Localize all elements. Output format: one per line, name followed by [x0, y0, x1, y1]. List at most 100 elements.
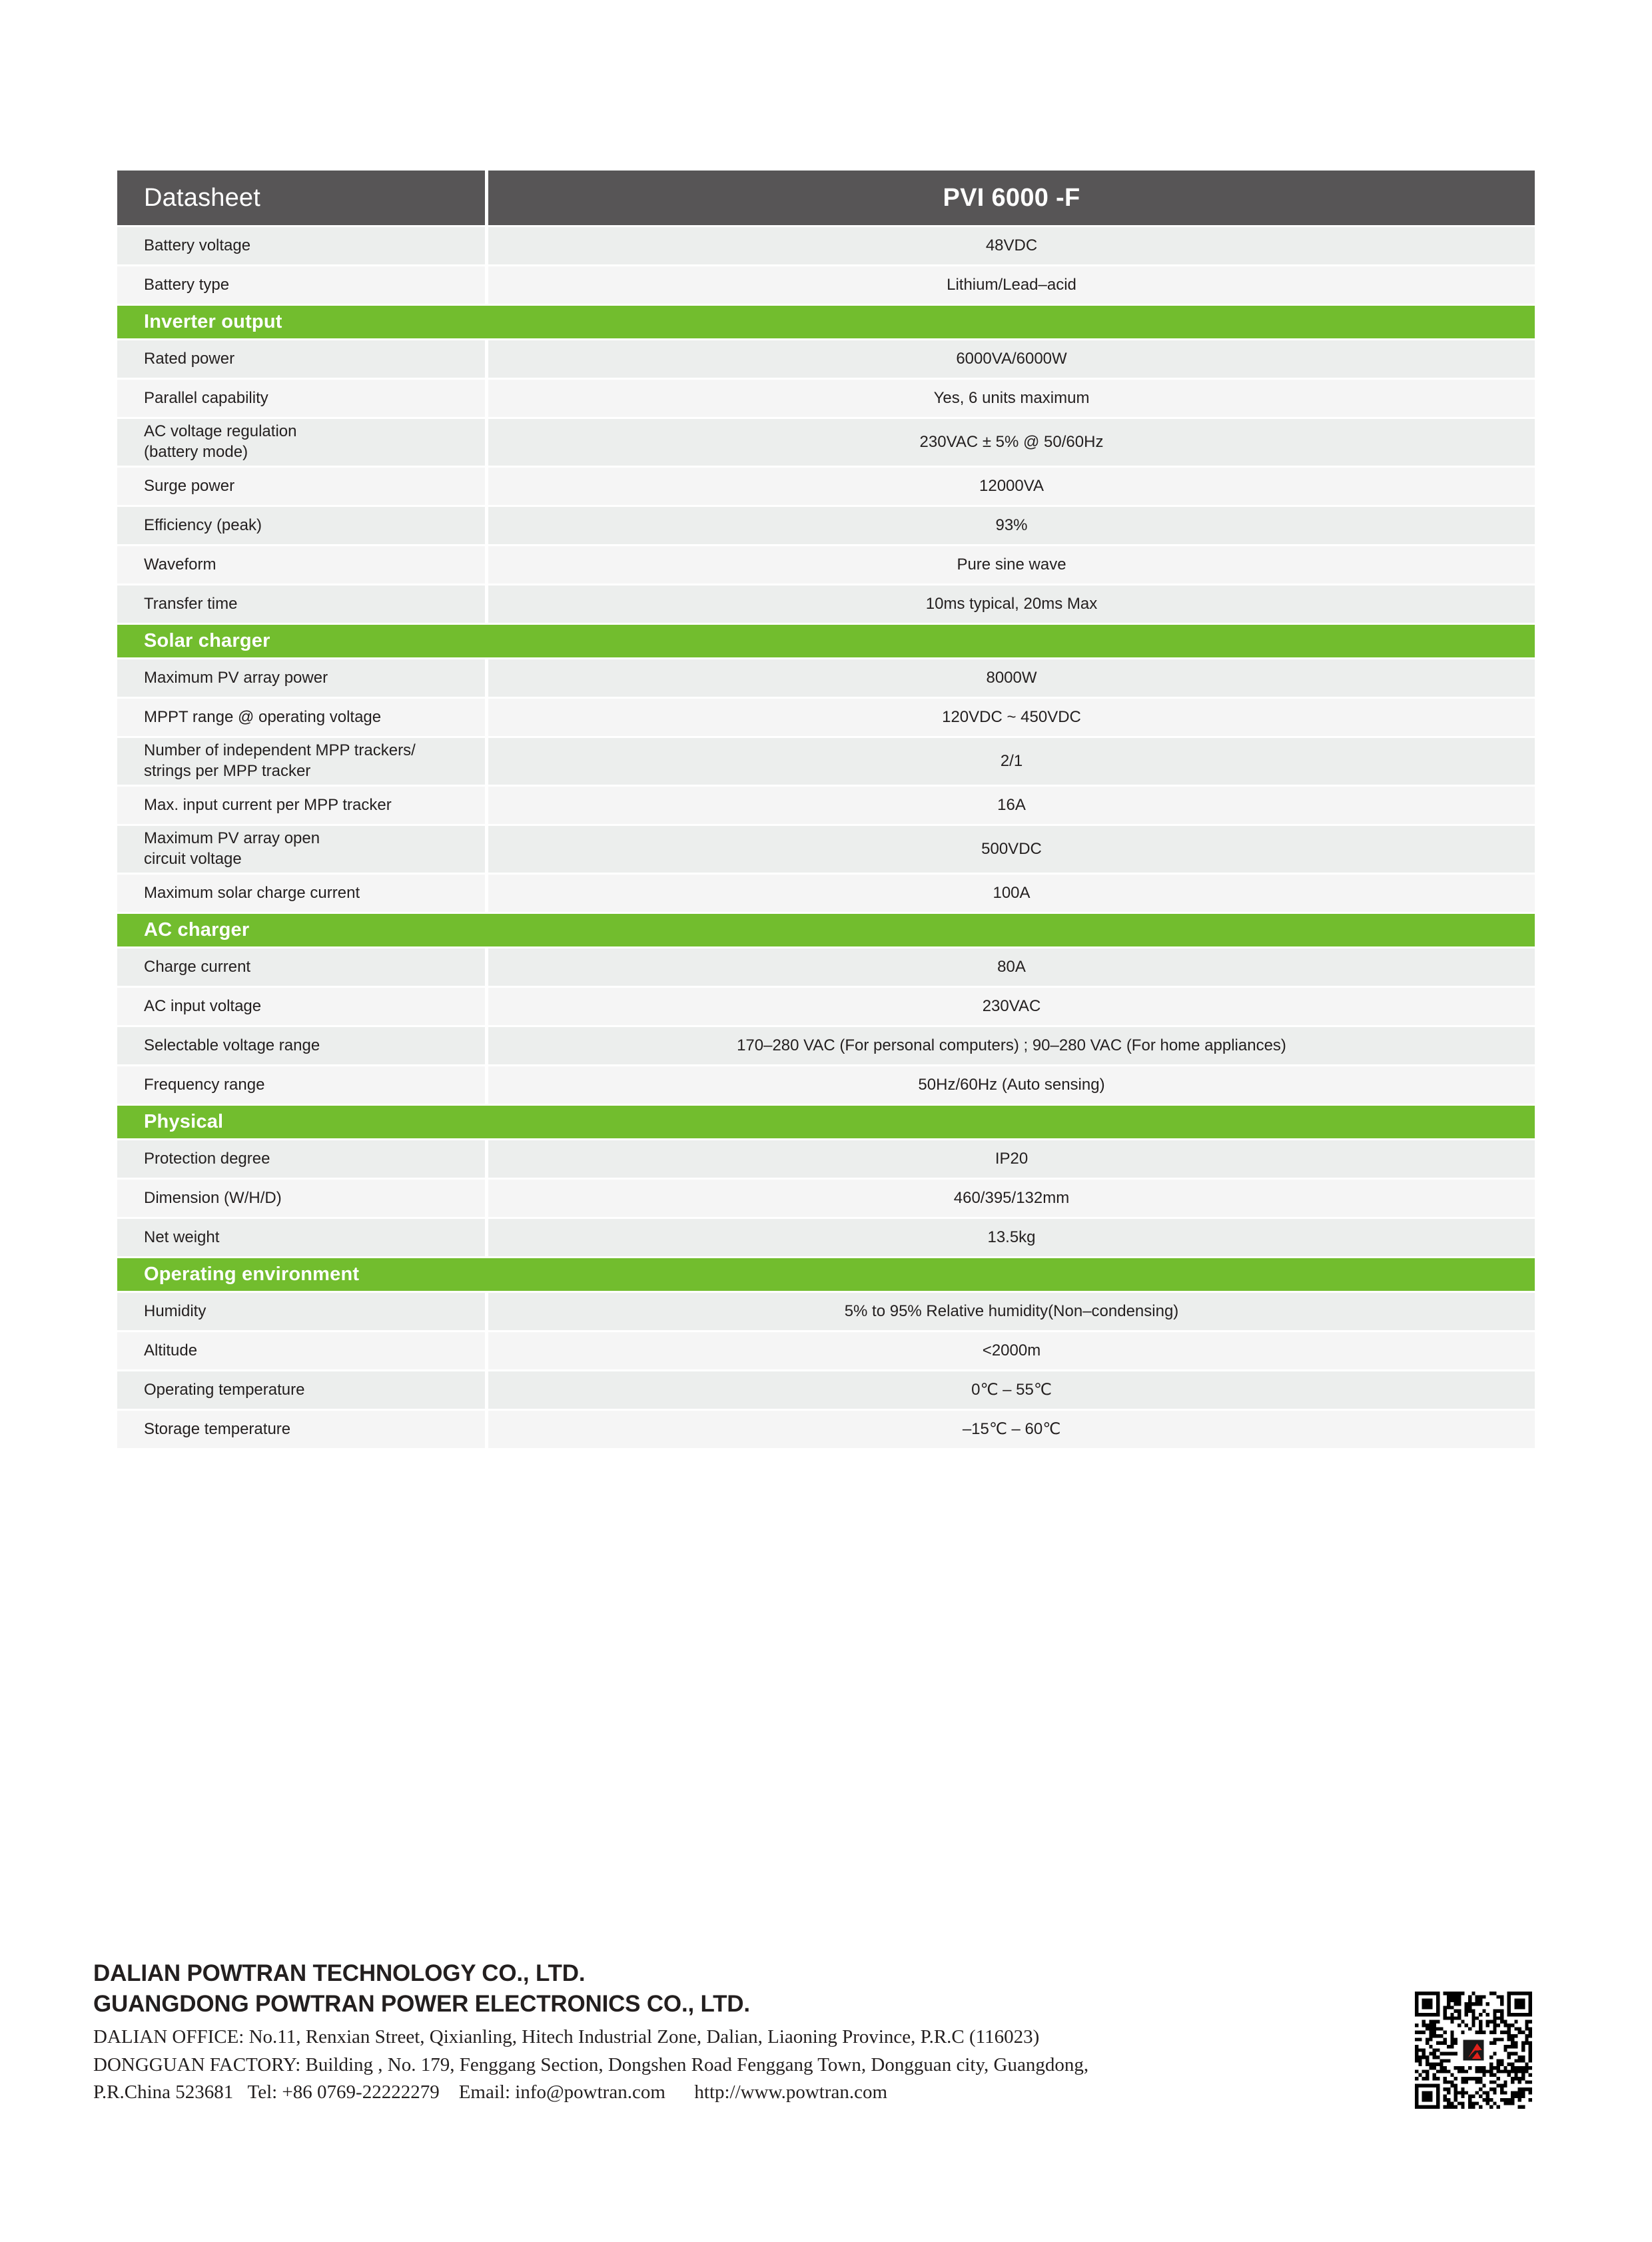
- row-label: Selectable voltage range: [117, 1027, 485, 1064]
- row-value: 93%: [488, 507, 1535, 544]
- row-value: 0℃ – 55℃: [488, 1371, 1535, 1409]
- row-value: 12000VA: [488, 468, 1535, 505]
- table-row: Frequency range 50Hz/60Hz (Auto sensing): [117, 1066, 1535, 1104]
- row-value: Pure sine wave: [488, 546, 1535, 583]
- row-value: 80A: [488, 948, 1535, 986]
- row-label-line: strings per MPP tracker: [144, 762, 311, 780]
- row-value: 230VAC: [488, 988, 1535, 1025]
- qr-code[interactable]: [1415, 1992, 1532, 2109]
- row-label: Parallel capability: [117, 380, 485, 417]
- row-value: 13.5kg: [488, 1219, 1535, 1256]
- table-row: Protection degree IP20: [117, 1140, 1535, 1178]
- row-label-line: (battery mode): [144, 443, 248, 461]
- row-label: Dimension (W/H/D): [117, 1180, 485, 1217]
- row-label: Operating temperature: [117, 1371, 485, 1409]
- row-label: Max. input current per MPP tracker: [117, 787, 485, 824]
- row-label: Transfer time: [117, 585, 485, 623]
- row-label-text: Maximum PV array open circuit voltage: [144, 829, 320, 869]
- row-label: Altitude: [117, 1332, 485, 1369]
- row-label: Frequency range: [117, 1066, 485, 1104]
- section-header-row: Solar charger: [117, 625, 1535, 657]
- section-title: Solar charger: [117, 625, 1535, 657]
- table-header-row: Datasheet PVI 6000 -F: [117, 171, 1535, 225]
- table-row: Storage temperature –15℃ – 60℃: [117, 1411, 1535, 1448]
- row-value: IP20: [488, 1140, 1535, 1178]
- table-row: Charge current 80A: [117, 948, 1535, 986]
- row-value: 120VDC ~ 450VDC: [488, 699, 1535, 736]
- row-value: 100A: [488, 875, 1535, 912]
- row-label: Maximum PV array power: [117, 659, 485, 697]
- row-label-line: Maximum PV array open: [144, 829, 320, 848]
- row-value: 2/1: [488, 738, 1535, 785]
- row-label-text: AC voltage regulation (battery mode): [144, 422, 296, 462]
- row-value: 16A: [488, 787, 1535, 824]
- row-label: MPPT range @ operating voltage: [117, 699, 485, 736]
- section-title: Physical: [117, 1106, 1535, 1138]
- table-row: Dimension (W/H/D) 460/395/132mm: [117, 1180, 1535, 1217]
- table-row: Maximum solar charge current 100A: [117, 875, 1535, 912]
- row-value: <2000m: [488, 1332, 1535, 1369]
- row-label-line: Number of independent MPP trackers/: [144, 741, 416, 760]
- table-row: Operating temperature 0℃ – 55℃: [117, 1371, 1535, 1409]
- table-row: AC voltage regulation (battery mode) 230VA…: [117, 419, 1535, 466]
- table-row: Maximum PV array open circuit voltage 500V…: [117, 826, 1535, 873]
- table-row: Waveform Pure sine wave: [117, 546, 1535, 583]
- section-header-row: Operating environment: [117, 1258, 1535, 1291]
- row-value: 5% to 95% Relative humidity(Non–condensi…: [488, 1293, 1535, 1330]
- table-row: Battery type Lithium/Lead–acid: [117, 266, 1535, 304]
- table-row: Selectable voltage range 170–280 VAC (For…: [117, 1027, 1535, 1064]
- section-title: Operating environment: [117, 1258, 1535, 1291]
- table-row: Number of independent MPP trackers/strin…: [117, 738, 1535, 785]
- section-header-row: Inverter output: [117, 306, 1535, 338]
- table-row: Net weight 13.5kg: [117, 1219, 1535, 1256]
- row-label: Battery type: [117, 266, 485, 304]
- row-label: Protection degree: [117, 1140, 485, 1178]
- section-header-row: Physical: [117, 1106, 1535, 1138]
- table-row: Maximum PV array power 8000W: [117, 659, 1535, 697]
- product-model: PVI 6000 -F: [488, 171, 1535, 225]
- row-value: Lithium/Lead–acid: [488, 266, 1535, 304]
- row-label-line: AC voltage regulation: [144, 422, 297, 441]
- section-title: Inverter output: [117, 306, 1535, 338]
- row-value: 8000W: [488, 659, 1535, 697]
- table-row: Rated power 6000VA/6000W: [117, 340, 1535, 378]
- table-row: Max. input current per MPP tracker 16A: [117, 787, 1535, 824]
- row-value: 6000VA/6000W: [488, 340, 1535, 378]
- table-row: Parallel capability Yes, 6 units maximum: [117, 380, 1535, 417]
- footer: DALIAN POWTRAN TECHNOLOGY CO., LTD. GUAN…: [93, 1958, 1559, 2106]
- datasheet-table: Datasheet PVI 6000 -F Battery voltage 48V…: [117, 171, 1535, 1450]
- section-title: AC charger: [117, 914, 1535, 946]
- dongguan-factory-address: DONGGUAN FACTORY: Building , No. 179, Fe…: [93, 2054, 1089, 2075]
- dalian-office-address: DALIAN OFFICE: No.11, Renxian Street, Qi…: [93, 2026, 1040, 2048]
- qr-center-logo: [1461, 2038, 1486, 2063]
- row-value: –15℃ – 60℃: [488, 1411, 1535, 1448]
- table-row: Efficiency (peak) 93%: [117, 507, 1535, 544]
- table-row: MPPT range @ operating voltage 120VDC ~ 4…: [117, 699, 1535, 736]
- row-value: 460/395/132mm: [488, 1180, 1535, 1217]
- row-label: Net weight: [117, 1219, 485, 1256]
- row-label: Maximum PV array open circuit voltage: [117, 826, 485, 873]
- row-value: 50Hz/60Hz (Auto sensing): [488, 1066, 1535, 1104]
- row-value: 48VDC: [488, 227, 1535, 264]
- row-label-line: circuit voltage: [144, 850, 242, 868]
- row-label: Humidity: [117, 1293, 485, 1330]
- row-label: Efficiency (peak): [117, 507, 485, 544]
- row-label: Storage temperature: [117, 1411, 485, 1448]
- table-row: Surge power 12000VA: [117, 468, 1535, 505]
- row-value: 500VDC: [488, 826, 1535, 873]
- row-value: Yes, 6 units maximum: [488, 380, 1535, 417]
- row-label-text: Number of independent MPP trackers/strin…: [144, 741, 416, 781]
- company-name-guangdong: GUANGDONG POWTRAN POWER ELECTRONICS CO.,…: [93, 1991, 750, 2018]
- company-name-dalian: DALIAN POWTRAN TECHNOLOGY CO., LTD.: [93, 1960, 586, 1986]
- table-row: Transfer time 10ms typical, 20ms Max: [117, 585, 1535, 623]
- row-label: Maximum solar charge current: [117, 875, 485, 912]
- table-body: Battery voltage 48VDC Battery type Lithium/…: [117, 227, 1535, 1448]
- row-value: 170–280 VAC (For personal computers) ; 9…: [488, 1027, 1535, 1064]
- row-value: 230VAC ± 5% @ 50/60Hz: [488, 419, 1535, 466]
- table-row: Humidity 5% to 95% Relative humidity(Non–…: [117, 1293, 1535, 1330]
- row-label: Waveform: [117, 546, 485, 583]
- row-label: AC input voltage: [117, 988, 485, 1025]
- contact-line: P.R.China 523681 Tel: +86 0769-22222279 …: [93, 2081, 888, 2103]
- table-row: AC input voltage 230VAC: [117, 988, 1535, 1025]
- row-label: Charge current: [117, 948, 485, 986]
